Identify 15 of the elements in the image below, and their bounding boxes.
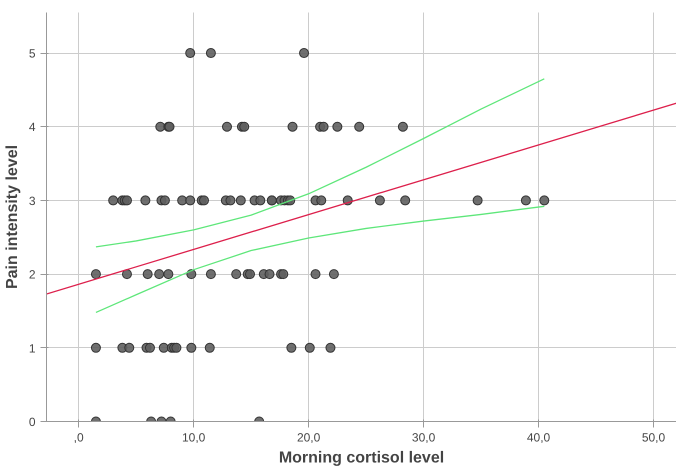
x-tick-label: ,0 — [74, 430, 84, 444]
x-tick-label: 30,0 — [412, 430, 436, 444]
y-tick-label: 0 — [28, 415, 36, 429]
x-tick-label: 40,0 — [526, 430, 551, 444]
line-series — [95, 78, 545, 248]
y-tick-label: 1 — [28, 341, 36, 356]
y-tick-label: 3 — [28, 194, 36, 208]
x-tick-label: 20,0 — [296, 430, 321, 444]
x-tick-label: 50,0 — [642, 430, 666, 444]
y-tick-label: 5 — [28, 46, 36, 61]
x-axis-title: Morning cortisol level — [278, 450, 444, 466]
y-axis-title: Pain intensity level — [4, 144, 21, 290]
y-tick-label: 2 — [28, 268, 36, 282]
y-tick-label: 4 — [28, 120, 36, 134]
x-tick-label: 10,0 — [182, 430, 206, 444]
